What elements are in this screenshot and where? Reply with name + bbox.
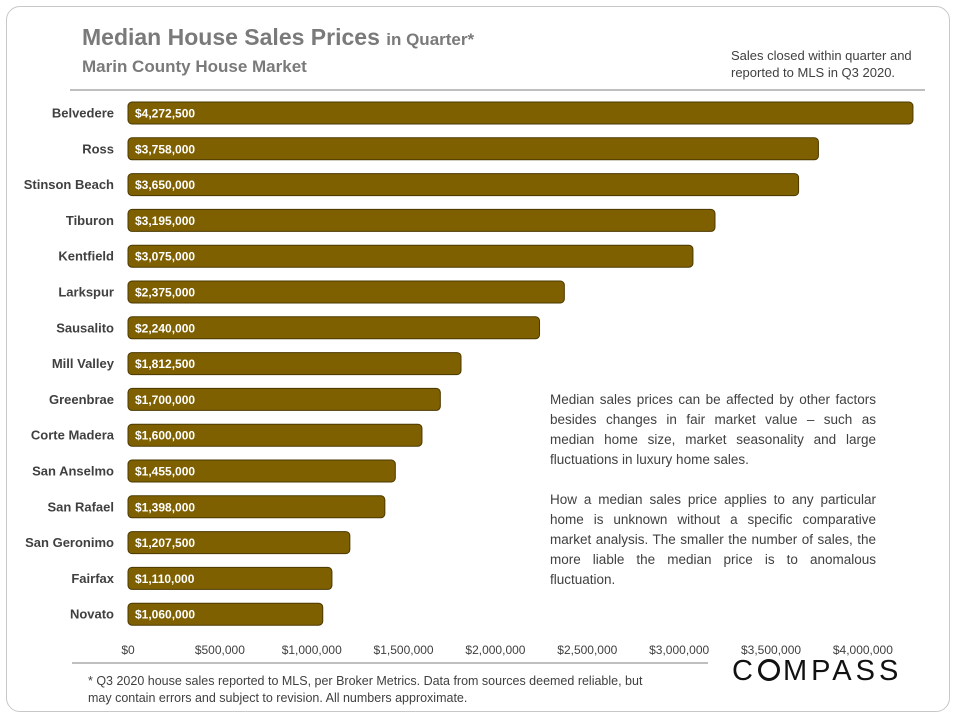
title-divider xyxy=(70,89,925,91)
x-tick-label: $4,000,000 xyxy=(833,643,893,657)
bar xyxy=(127,387,441,411)
compass-logo: C MPASS xyxy=(732,655,902,688)
bar-value-label: $3,650,000 xyxy=(135,178,195,192)
bar-value-label: $1,398,000 xyxy=(135,500,195,514)
bar-chart: Belvedere $4,272,500 Ross $3,758,000 Stinson… xyxy=(24,101,914,657)
footer-divider xyxy=(72,662,708,664)
category-label: Stinson Beach xyxy=(24,177,114,192)
x-tick-label: $3,500,000 xyxy=(741,643,801,657)
bar xyxy=(127,602,324,626)
logo-text-end: MPASS xyxy=(782,655,903,687)
category-label: Kentfield xyxy=(58,249,114,264)
bar-value-label: $4,272,500 xyxy=(135,107,195,121)
bar xyxy=(127,173,800,197)
category-label: San Rafael xyxy=(48,499,114,514)
bar-value-label: $3,195,000 xyxy=(135,214,195,228)
footnote: * Q3 2020 house sales reported to MLS, p… xyxy=(88,674,643,705)
bar-value-label: $1,060,000 xyxy=(135,608,195,622)
bar xyxy=(127,352,462,376)
category-label: Ross xyxy=(82,141,114,156)
annotation-paragraph-2: How a median sales price applies to any … xyxy=(550,492,876,587)
bar-value-label: $1,600,000 xyxy=(135,429,195,443)
category-label: Corte Madera xyxy=(31,428,115,443)
chart-title-suffix: in Quarter* xyxy=(386,30,475,49)
bar xyxy=(127,531,351,555)
x-tick-label: $2,000,000 xyxy=(465,643,525,657)
x-tick-label: $1,000,000 xyxy=(282,643,342,657)
bar xyxy=(127,495,386,519)
x-tick-label: $0 xyxy=(121,643,135,657)
category-label: Belvedere xyxy=(52,106,114,121)
bar-value-label: $1,207,500 xyxy=(135,536,195,550)
bar-value-label: $1,110,000 xyxy=(135,572,195,586)
category-label: San Geronimo xyxy=(25,535,114,550)
category-label: Fairfax xyxy=(71,571,114,586)
category-label: San Anselmo xyxy=(32,464,114,479)
bar xyxy=(127,208,716,232)
bar xyxy=(127,280,565,304)
category-label: Tiburon xyxy=(66,213,114,228)
bar-value-label: $1,812,500 xyxy=(135,357,195,371)
category-label: Greenbrae xyxy=(49,392,114,407)
chart-subtitle: Marin County House Market xyxy=(82,57,307,76)
bar xyxy=(127,316,541,340)
bar xyxy=(127,137,819,161)
bar xyxy=(127,566,333,590)
bar-value-label: $1,700,000 xyxy=(135,393,195,407)
bar-value-label: $2,240,000 xyxy=(135,321,195,335)
x-tick-label: $2,500,000 xyxy=(557,643,617,657)
x-tick-label: $500,000 xyxy=(195,643,245,657)
annotation-paragraph-1: Median sales prices can be affected by o… xyxy=(550,392,876,467)
x-tick-label: $3,000,000 xyxy=(649,643,709,657)
category-label: Mill Valley xyxy=(52,356,115,371)
category-label: Larkspur xyxy=(58,285,114,300)
bar-value-label: $1,455,000 xyxy=(135,465,195,479)
category-label: Sausalito xyxy=(56,320,114,335)
data-note: Sales closed within quarter and reported… xyxy=(731,48,912,80)
bar xyxy=(127,244,694,268)
chart-title: Median House Sales Prices in Quarter* xyxy=(82,24,474,51)
bar xyxy=(127,459,396,483)
x-tick-label: $1,500,000 xyxy=(374,643,434,657)
bar-value-label: $2,375,000 xyxy=(135,286,195,300)
bar-value-label: $3,758,000 xyxy=(135,142,195,156)
category-label: Novato xyxy=(70,607,114,622)
chart-title-main: Median House Sales Prices xyxy=(82,24,380,50)
annotation-box: Median sales prices can be affected by o… xyxy=(550,390,876,610)
bar xyxy=(127,101,914,125)
bar xyxy=(127,423,423,447)
logo-o-ring-icon xyxy=(757,659,780,681)
bar-value-label: $3,075,000 xyxy=(135,250,195,264)
logo-text-start: C xyxy=(732,655,757,687)
